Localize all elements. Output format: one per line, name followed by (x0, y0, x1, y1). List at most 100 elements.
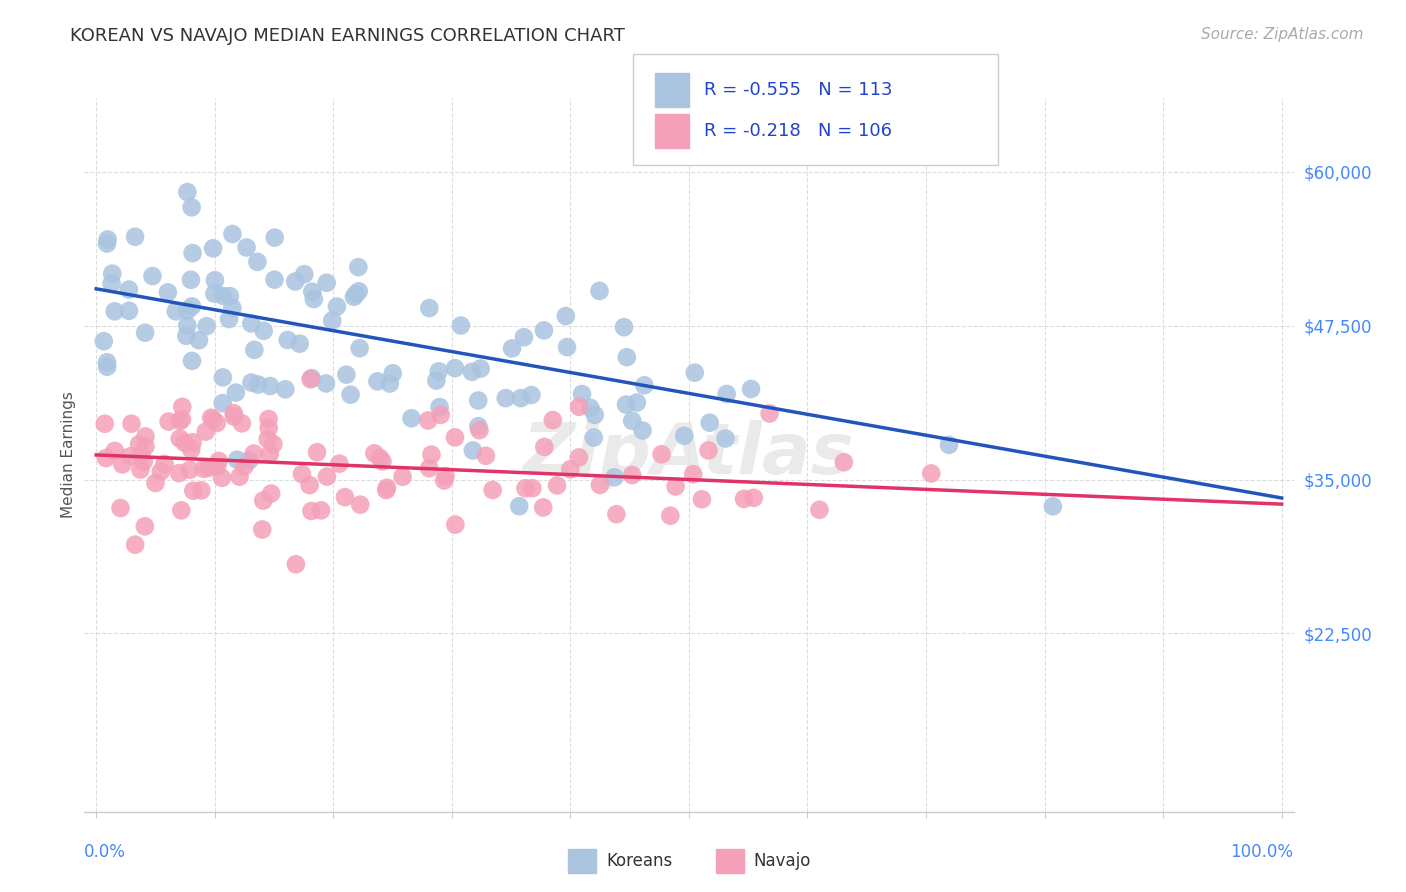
Point (263, 230, 285, 244)
Point (626, 395, 648, 409)
Point (131, 448, 153, 462)
Point (292, 267, 315, 281)
Point (427, 364, 450, 378)
Point (259, 379, 281, 393)
Point (156, 285, 179, 300)
Point (204, 273, 226, 287)
Point (363, 446, 385, 460)
Point (299, 504, 322, 518)
Point (316, 469, 339, 483)
Point (212, 289, 235, 303)
Point (181, 483, 204, 498)
Point (697, 443, 720, 458)
Point (111, 458, 134, 472)
Point (307, 445, 329, 459)
Point (582, 431, 605, 445)
Point (531, 500, 554, 515)
Point (263, 273, 285, 287)
Point (418, 461, 440, 475)
Point (253, 324, 276, 338)
Point (257, 412, 280, 426)
Point (571, 387, 593, 401)
Point (605, 507, 627, 521)
Point (690, 492, 713, 507)
Point (291, 467, 314, 482)
Point (335, 368, 357, 382)
Point (260, 486, 283, 500)
Point (444, 361, 467, 376)
Point (180, 200, 202, 214)
Point (284, 275, 307, 289)
Point (938, 438, 960, 452)
Point (579, 401, 602, 415)
Point (326, 300, 349, 314)
Point (633, 378, 655, 392)
Point (309, 503, 332, 517)
Point (682, 467, 704, 482)
Point (169, 414, 191, 428)
Point (1042, 500, 1064, 514)
Point (231, 417, 253, 431)
Point (100, 277, 122, 291)
Point (181, 435, 204, 450)
Point (920, 467, 942, 481)
Point (315, 276, 337, 290)
Point (181, 299, 204, 313)
Point (235, 240, 257, 254)
Point (257, 421, 280, 435)
Point (371, 454, 394, 468)
Point (93, 334, 115, 349)
Point (509, 391, 531, 405)
Point (129, 462, 152, 476)
Y-axis label: Median Earnings: Median Earnings (60, 392, 76, 518)
Point (468, 423, 491, 437)
Point (444, 517, 467, 532)
Point (501, 342, 523, 356)
Point (444, 430, 467, 444)
Point (188, 333, 211, 347)
Point (274, 382, 297, 396)
Point (434, 469, 457, 483)
Point (221, 227, 243, 241)
Point (673, 429, 696, 443)
Text: R = -0.218   N = 106: R = -0.218 N = 106 (704, 122, 893, 140)
Point (233, 459, 256, 474)
Point (513, 330, 536, 344)
Point (104, 304, 127, 318)
Point (621, 414, 644, 428)
Point (172, 400, 194, 414)
Point (211, 396, 233, 410)
Point (328, 457, 350, 471)
Point (533, 440, 555, 454)
Point (616, 350, 638, 364)
Point (614, 398, 637, 412)
Point (228, 469, 250, 483)
Point (808, 502, 831, 516)
Point (470, 361, 492, 376)
Point (134, 439, 156, 453)
Point (195, 319, 218, 334)
Point (347, 260, 370, 275)
Point (481, 483, 503, 497)
Point (740, 382, 762, 396)
Point (659, 508, 682, 523)
Point (202, 241, 225, 255)
Point (173, 435, 195, 450)
Point (520, 388, 543, 402)
Point (651, 447, 673, 461)
Point (339, 387, 361, 401)
Point (515, 481, 537, 495)
Text: 100.0%: 100.0% (1230, 843, 1294, 861)
Point (277, 333, 299, 347)
Point (683, 366, 706, 380)
Point (165, 304, 187, 318)
Point (96, 359, 118, 374)
Point (349, 341, 371, 355)
Point (118, 303, 141, 318)
Point (568, 400, 591, 414)
Point (240, 317, 263, 331)
Point (344, 287, 367, 301)
Point (179, 463, 201, 477)
Point (301, 371, 323, 385)
Point (299, 372, 322, 386)
